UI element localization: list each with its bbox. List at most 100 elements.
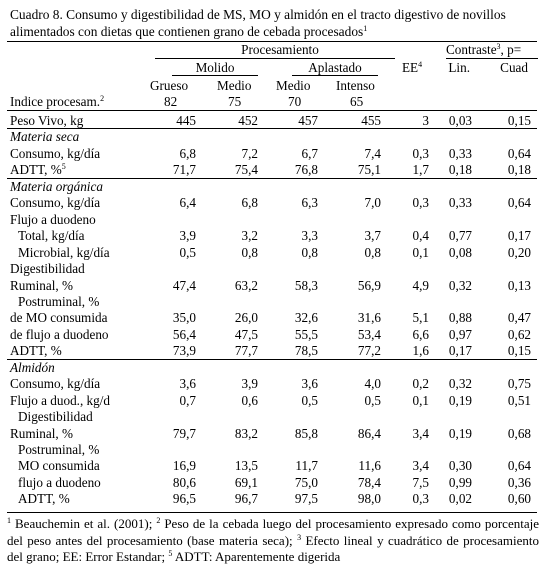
table-cell: 0,5 — [364, 392, 381, 408]
header-ee: EE4 — [402, 60, 423, 75]
table-cell: 78,4 — [357, 474, 381, 490]
footnote-3-text: Efecto lineal y cuadrático de procesamie… — [7, 532, 539, 565]
row-label-text: Consumo, kg/día — [10, 145, 101, 161]
table-cell: 0,15 — [507, 113, 531, 128]
table-cell: 3,4 — [412, 458, 429, 474]
footnote-5-text: ADTT: Aparentemente digerida — [172, 549, 341, 564]
table-cell: 31,6 — [357, 310, 381, 326]
table-cell: 73,9 — [172, 343, 196, 359]
table-cell: 53,4 — [357, 326, 381, 342]
row-label-text: Consumo, kg/día — [10, 376, 101, 392]
row-label: Consumo, kg/día — [10, 196, 100, 209]
table-cell: 75,4 — [234, 162, 258, 178]
table-cell: 0,13 — [507, 277, 531, 293]
table-cell: 47,5 — [234, 326, 258, 342]
header-contraste-label: Contraste — [446, 42, 497, 57]
row-label: de flujo a duodeno — [10, 328, 109, 341]
row-label: Ruminal, % — [10, 278, 73, 292]
row-label: Digestibilidad — [18, 410, 93, 423]
contraste-underline — [446, 58, 538, 59]
table-cell: 3,6 — [301, 376, 318, 392]
row-label: ADTT, %5 — [10, 163, 66, 177]
section-heading: Materia seca — [10, 130, 79, 143]
table-cell: 3,6 — [179, 376, 196, 392]
footnote-1-mark: 1 — [7, 516, 11, 525]
table-cell: 0,19 — [448, 392, 472, 408]
table-cell: 3,9 — [179, 228, 196, 244]
table-cell: 7,4 — [364, 145, 381, 161]
table-cell: 7,0 — [364, 195, 381, 211]
row-label: MO consumida — [18, 459, 100, 472]
table-cell: 0,36 — [507, 474, 531, 490]
indice-medio-aplastado: 70 — [288, 94, 302, 109]
table-cell: 0,68 — [507, 425, 531, 441]
table-cell: 3,3 — [301, 228, 318, 244]
table-cell: 96,5 — [172, 491, 196, 507]
molido-underline — [172, 75, 258, 76]
row-label: Consumo, kg/día — [10, 377, 100, 390]
table-cell: 7,2 — [241, 145, 258, 161]
row-label-text: Microbial, kg/día — [18, 244, 110, 260]
row-label: de MO consumida — [10, 311, 107, 324]
row-label-text: MO consumida — [18, 458, 100, 474]
indice-medio-molido: 75 — [228, 94, 242, 109]
row-label-text: flujo a duodeno — [18, 474, 101, 490]
indice-grueso: 82 — [164, 94, 178, 109]
table-cell: 455 — [361, 113, 381, 128]
row-label: Peso Vivo, kg — [10, 114, 83, 127]
table-cell: 75,0 — [294, 474, 318, 490]
row-label-text: Postruminal, % — [18, 293, 100, 309]
table-cell: 0,19 — [448, 425, 472, 441]
row-label: ADTT, % — [10, 344, 62, 357]
header-ee-mark: 4 — [418, 60, 423, 69]
table-cell: 86,4 — [357, 425, 381, 441]
footnote-1-text: Beauchemin et al. (2001); — [11, 516, 157, 531]
table-cell: 0,18 — [448, 162, 472, 178]
table-cell: 0,1 — [412, 392, 429, 408]
table-cell: 4,9 — [412, 277, 429, 293]
table-cell: 1,7 — [412, 162, 429, 178]
header-medio-aplastado: Medio — [276, 78, 311, 93]
table-cell: 63,2 — [234, 277, 258, 293]
footnote-2-mark: 2 — [156, 516, 161, 525]
header-bottom-rule — [7, 110, 537, 111]
row-label-text: Postruminal, % — [18, 442, 100, 457]
table-cell: 0,7 — [179, 392, 196, 408]
header-grueso: Grueso — [150, 78, 189, 93]
row-label-text: Materia seca — [10, 129, 80, 145]
table-cell: 0,18 — [507, 162, 531, 178]
header-aplastado: Aplastado — [308, 60, 362, 75]
row-label-text: ADTT, % — [18, 491, 70, 507]
table-cell: 0,1 — [412, 244, 429, 260]
row-label: Flujo a duod., kg/d — [10, 394, 110, 407]
table-cell: 56,9 — [357, 277, 381, 293]
table-cell: 0,5 — [301, 392, 318, 408]
table-cell: 80,6 — [172, 474, 196, 490]
table-cell: 77,2 — [357, 343, 381, 359]
table-top-rule — [7, 41, 537, 42]
header-cuad: Cuad — [500, 60, 528, 75]
table-cell: 6,8 — [241, 195, 258, 211]
table-cell: 0,8 — [301, 244, 318, 260]
table-cell: 0,64 — [507, 195, 531, 211]
indice-label-text: Indice procesam. — [10, 94, 101, 109]
table-cell: 0,17 — [507, 228, 531, 244]
section-rule — [7, 177, 537, 179]
table-cell: 0,4 — [412, 228, 429, 244]
row-label-text: Peso Vivo, kg — [10, 113, 84, 128]
table-cell: 0,64 — [507, 458, 531, 474]
table-cell: 445 — [176, 113, 196, 128]
table-cell: 3,2 — [241, 228, 258, 244]
row-label: Total, kg/día — [18, 229, 84, 242]
row-label-text: Digestibilidad — [10, 261, 85, 277]
table-cell: 69,1 — [234, 474, 258, 490]
table-cell: 0,08 — [448, 244, 472, 260]
table-cell: 0,3 — [412, 195, 429, 211]
row-label-text: Digestibilidad — [18, 409, 93, 425]
table-cell: 0,30 — [448, 458, 472, 474]
table-cell: 0,20 — [507, 244, 531, 260]
table-cell: 75,1 — [357, 162, 381, 178]
header-lin: Lin. — [448, 60, 470, 75]
row-label-text: Materia orgánica — [10, 178, 103, 194]
table-cell: 0,8 — [241, 244, 258, 260]
